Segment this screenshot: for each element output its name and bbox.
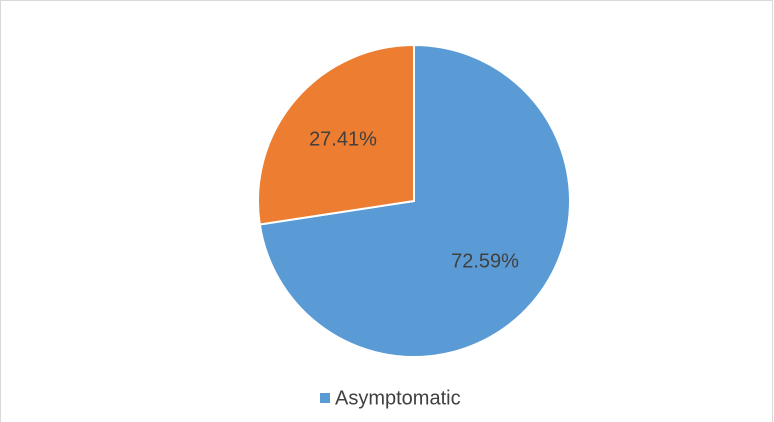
legend-label: Asymptomatic <box>335 387 461 409</box>
data-label: 72.59% <box>451 250 519 272</box>
pie-slice <box>257 43 415 226</box>
data-label: 27.41% <box>309 128 377 150</box>
legend-swatch <box>320 393 330 403</box>
